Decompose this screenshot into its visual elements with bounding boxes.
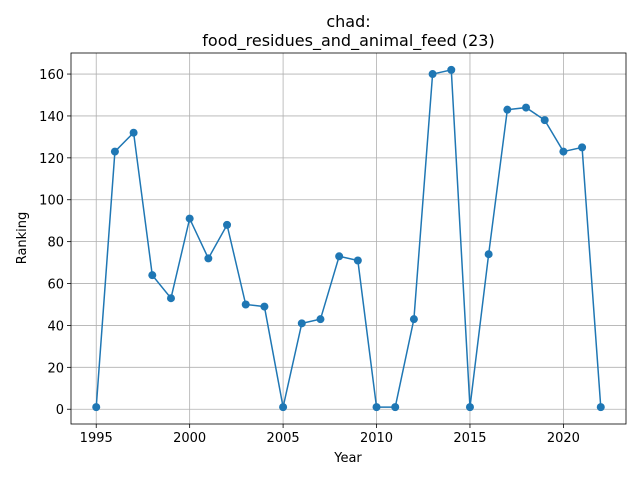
- data-point: [428, 70, 437, 79]
- x-axis-label: Year: [333, 451, 362, 466]
- data-point: [578, 143, 587, 152]
- y-tick-label: 60: [47, 278, 64, 293]
- data-point: [110, 147, 119, 156]
- data-point: [92, 403, 101, 412]
- data-point: [353, 256, 362, 265]
- data-point: [260, 302, 269, 311]
- y-tick-label: 140: [39, 110, 64, 125]
- data-point: [503, 105, 512, 114]
- x-tick-label: 2005: [267, 431, 300, 446]
- y-tick-label: 100: [39, 194, 64, 209]
- data-line: [95, 68, 602, 408]
- y-tick-label: 80: [47, 236, 64, 251]
- x-tick-label: 2015: [453, 431, 486, 446]
- data-point: [596, 403, 605, 412]
- chart-title: chad: food_residues_and_animal_feed (23): [202, 12, 495, 50]
- data-point: [484, 250, 493, 259]
- data-point: [540, 116, 549, 125]
- data-point: [223, 220, 232, 229]
- data-point: [148, 271, 157, 280]
- data-point: [391, 403, 400, 412]
- data-point: [204, 254, 213, 263]
- x-tick-label: 2010: [360, 431, 393, 446]
- data-point: [316, 315, 325, 324]
- y-tick-label: 40: [47, 319, 64, 334]
- data-point: [279, 403, 288, 412]
- data-point: [241, 300, 250, 309]
- plot-frame: [70, 52, 627, 425]
- data-point: [559, 147, 568, 156]
- x-tick-label: 2000: [173, 431, 206, 446]
- y-tick-label: 20: [47, 361, 64, 376]
- y-tick-label: 0: [56, 403, 64, 418]
- data-point: [447, 65, 456, 74]
- data-point: [522, 103, 531, 112]
- y-tick-label: 160: [39, 68, 64, 83]
- x-tick-label: 1995: [80, 431, 113, 446]
- data-point: [129, 128, 138, 137]
- y-tick-label: 120: [39, 152, 64, 167]
- x-tick-label: 2020: [547, 431, 580, 446]
- data-point: [297, 319, 306, 328]
- data-point: [372, 403, 381, 412]
- data-point: [409, 315, 418, 324]
- y-axis-label: Ranking: [15, 212, 30, 265]
- data-point: [185, 214, 194, 223]
- data-point: [166, 294, 175, 303]
- data-point: [465, 403, 474, 412]
- data-point: [335, 252, 344, 261]
